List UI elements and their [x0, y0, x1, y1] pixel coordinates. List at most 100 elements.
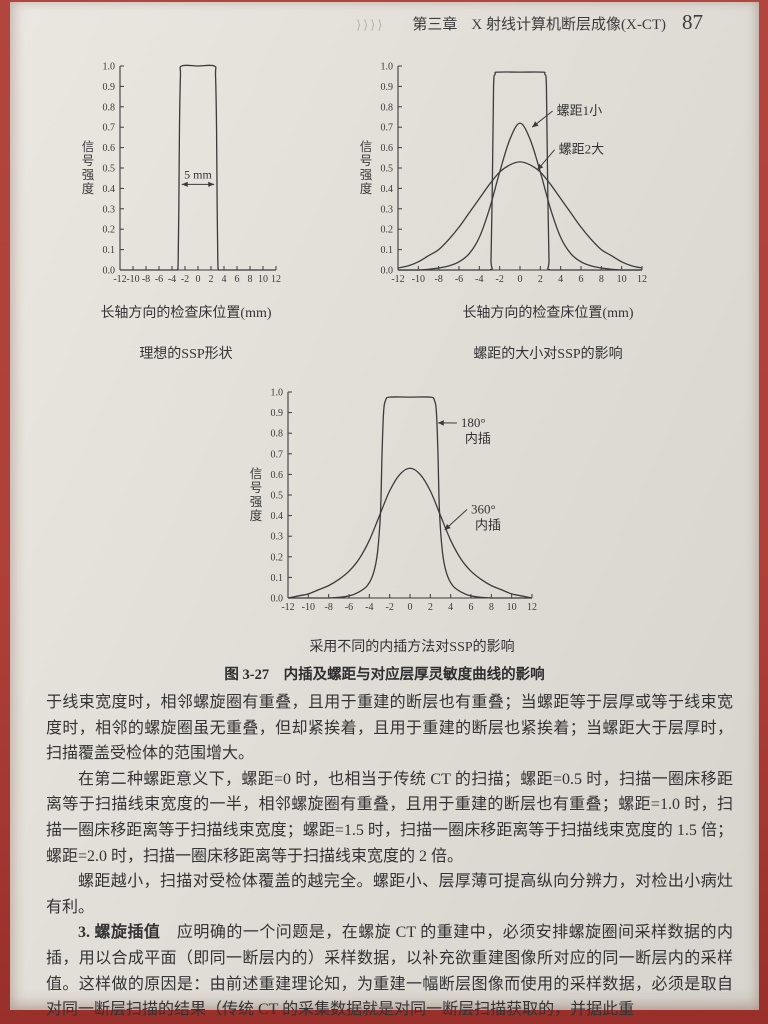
chart2-title: 螺距的大小对SSP的影响: [473, 347, 623, 362]
svg-text:0.4: 0.4: [381, 184, 394, 195]
svg-text:0.6: 0.6: [381, 143, 394, 154]
svg-text:0.1: 0.1: [103, 245, 116, 256]
svg-text:6: 6: [235, 274, 240, 285]
svg-text:0.8: 0.8: [381, 102, 394, 113]
svg-text:6: 6: [579, 274, 584, 285]
svg-text:0.6: 0.6: [271, 470, 284, 481]
svg-text:螺距2大: 螺距2大: [559, 142, 605, 157]
svg-text:0.9: 0.9: [103, 82, 116, 93]
svg-text:-6: -6: [455, 274, 463, 285]
paragraph-heading-run: 3. 螺旋插值: [78, 924, 161, 942]
svg-text:强: 强: [82, 168, 95, 182]
svg-text:4: 4: [222, 274, 227, 285]
svg-text:-2: -2: [385, 602, 393, 613]
svg-text:螺距1小: 螺距1小: [557, 103, 603, 118]
svg-text:-12: -12: [281, 602, 294, 613]
svg-text:0.7: 0.7: [381, 123, 394, 134]
svg-text:-12: -12: [391, 274, 404, 285]
figure-caption: 图 3-27 内插及螺距与对应层厚灵敏度曲线的影响: [224, 667, 545, 683]
svg-text:-10: -10: [302, 602, 315, 613]
paragraph-run: 在第二种螺距意义下，螺距=0 时，也相当于传统 CT 的扫描；螺距=0.5 时，…: [46, 770, 733, 865]
svg-text:10: 10: [617, 274, 627, 285]
svg-text:-8: -8: [434, 274, 442, 285]
svg-text:0.3: 0.3: [103, 204, 116, 215]
svg-text:0.6: 0.6: [103, 143, 116, 154]
svg-text:0.7: 0.7: [271, 449, 284, 460]
svg-text:0.3: 0.3: [271, 532, 284, 543]
svg-text:180°: 180°: [461, 415, 486, 430]
svg-text:内插: 内插: [475, 518, 501, 533]
svg-text:0.0: 0.0: [271, 594, 284, 605]
svg-text:0: 0: [408, 602, 413, 613]
svg-text:8: 8: [489, 602, 494, 613]
svg-text:-6: -6: [345, 602, 353, 613]
svg-text:-8: -8: [142, 274, 150, 285]
body-text: 于线束宽度时，相邻螺旋圈有重叠，且用于重建的断层也有重叠；当螺距等于层厚或等于线…: [46, 690, 733, 1023]
svg-text:4: 4: [448, 602, 453, 613]
svg-text:8: 8: [599, 274, 604, 285]
svg-text:度: 度: [82, 181, 95, 196]
svg-text:信: 信: [82, 140, 95, 154]
svg-text:1.0: 1.0: [271, 388, 284, 399]
svg-text:-12: -12: [113, 274, 126, 285]
svg-text:2: 2: [209, 274, 214, 285]
svg-text:0.5: 0.5: [103, 164, 116, 175]
svg-text:2: 2: [538, 274, 543, 285]
svg-text:8: 8: [248, 274, 253, 285]
svg-text:12: 12: [527, 602, 537, 613]
svg-text:0.2: 0.2: [271, 552, 284, 563]
svg-text:1.0: 1.0: [381, 62, 394, 73]
svg-text:内插: 内插: [465, 431, 491, 446]
svg-text:信: 信: [250, 467, 263, 481]
svg-text:1.0: 1.0: [103, 62, 116, 73]
paragraph: 在第二种螺距意义下，螺距=0 时，也相当于传统 CT 的扫描；螺距=0.5 时，…: [46, 767, 733, 869]
svg-text:4: 4: [558, 274, 563, 285]
svg-text:0.5: 0.5: [271, 491, 284, 502]
svg-text:12: 12: [637, 274, 647, 285]
svg-text:0.1: 0.1: [381, 245, 394, 256]
svg-text:0.2: 0.2: [103, 225, 116, 236]
svg-text:0: 0: [518, 274, 523, 285]
svg-text:号: 号: [250, 481, 263, 495]
svg-text:0: 0: [196, 274, 201, 285]
header-chevrons: ⟩⟩⟩⟩: [356, 17, 385, 32]
paragraph: 3. 螺旋插值 应明确的一个问题是，在螺旋 CT 的重建中，必须安排螺旋圈间采样…: [46, 920, 733, 1022]
svg-text:0.5: 0.5: [381, 164, 394, 175]
svg-text:信: 信: [360, 140, 373, 154]
chart1-xlabel: 长轴方向的检查床位置(mm): [100, 306, 272, 321]
svg-text:0.9: 0.9: [271, 408, 284, 419]
svg-text:0.4: 0.4: [103, 184, 116, 195]
svg-text:0.4: 0.4: [271, 511, 284, 522]
svg-text:0.0: 0.0: [381, 266, 394, 277]
chart1-title: 理想的SSP形状: [139, 347, 233, 362]
svg-text:度: 度: [250, 508, 263, 523]
svg-text:0.2: 0.2: [381, 225, 394, 236]
paragraph-run: 应明确的一个问题是，在螺旋 CT 的重建中，必须安排螺旋圈间采样数据的内插，用以…: [46, 924, 733, 1019]
svg-text:号: 号: [82, 154, 95, 168]
svg-text:2: 2: [428, 602, 433, 613]
book-page: ⟩⟩⟩⟩ 第三章 X 射线计算机断层成像(X-CT) 87 -12 -10 -8 -6…: [10, 2, 759, 1018]
paragraph: 于线束宽度时，相邻螺旋圈有重叠，且用于重建的断层也有重叠；当螺距等于层厚或等于线…: [46, 690, 733, 767]
svg-text:-4: -4: [475, 274, 483, 285]
svg-text:360°: 360°: [471, 502, 496, 517]
svg-text:5 mm: 5 mm: [184, 167, 212, 181]
svg-text:强: 强: [360, 168, 373, 182]
svg-text:0.0: 0.0: [103, 266, 116, 277]
chapter-title: X 射线计算机断层成像(X-CT): [471, 17, 666, 33]
page-header: ⟩⟩⟩⟩ 第三章 X 射线计算机断层成像(X-CT) 87: [10, 10, 703, 35]
paragraph-run: 于线束宽度时，相邻螺旋圈有重叠，且用于重建的断层也有重叠；当螺距等于层厚或等于线…: [46, 694, 733, 763]
svg-text:10: 10: [507, 602, 517, 613]
svg-text:10: 10: [258, 274, 268, 285]
svg-text:-10: -10: [412, 274, 425, 285]
svg-text:度: 度: [360, 181, 373, 196]
svg-text:强: 强: [250, 495, 263, 509]
svg-text:-8: -8: [324, 602, 332, 613]
chart-interpolation-ssp: -12 -10 -8 -6 -4 -2 0 2 4 6 8 10 12 0.0 0.1 0.2 0.3 0.4 0.…: [250, 388, 537, 614]
chart3-title: 采用不同的内插方法对SSP的影响: [309, 640, 515, 655]
svg-text:-4: -4: [168, 274, 176, 285]
svg-text:0.3: 0.3: [381, 204, 394, 215]
page-number: 87: [682, 10, 703, 34]
svg-text:0.7: 0.7: [103, 123, 116, 134]
svg-text:0.9: 0.9: [381, 82, 394, 93]
